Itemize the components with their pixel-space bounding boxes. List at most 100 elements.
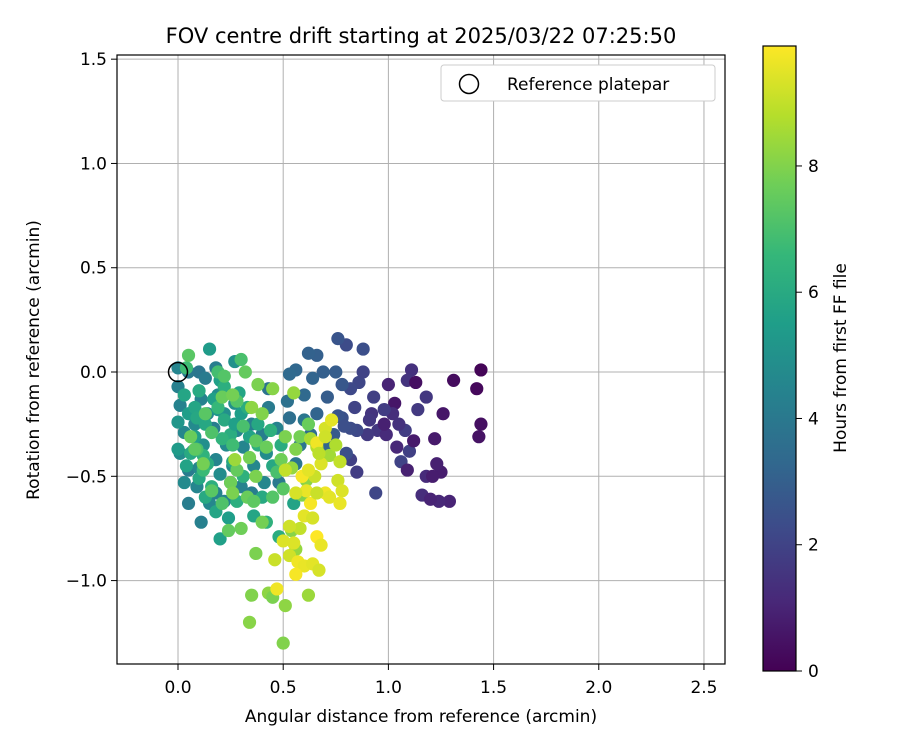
data-point [409, 375, 423, 390]
data-point [293, 430, 307, 444]
data-point [202, 342, 217, 356]
data-point [312, 563, 326, 577]
data-point [236, 419, 250, 433]
data-point [289, 567, 303, 581]
data-point [247, 494, 261, 508]
data-point [299, 484, 313, 498]
data-point [276, 482, 290, 496]
data-point [215, 496, 229, 511]
colorbar-gradient [763, 46, 796, 671]
data-point [213, 467, 227, 481]
data-point [329, 438, 343, 452]
data-point [442, 494, 457, 508]
data-point [360, 427, 374, 442]
y-tick-label: 0.0 [80, 363, 107, 383]
data-point [381, 377, 395, 392]
data-point [177, 388, 191, 402]
data-point [337, 419, 351, 433]
data-point [270, 582, 284, 596]
data-point [318, 430, 332, 444]
data-point [259, 440, 273, 454]
data-point [320, 390, 334, 404]
data-point [306, 371, 320, 385]
colorbar-label: Hours from first FF file [831, 263, 851, 453]
data-point [335, 377, 349, 392]
reference-marker [167, 361, 189, 383]
data-point [194, 515, 208, 529]
data-point [181, 348, 196, 362]
data-point [198, 371, 212, 385]
data-point [205, 484, 219, 498]
colorbar-tick-label: 6 [808, 283, 819, 303]
data-point [348, 400, 362, 415]
data-point [217, 380, 231, 394]
data-point [221, 511, 236, 525]
data-point [188, 400, 202, 415]
y-axis-ticks: −1.0 −0.5 0.0 0.5 1.0 1.5 [66, 50, 117, 592]
data-point [263, 423, 278, 438]
data-point [390, 440, 404, 454]
data-point [251, 377, 265, 392]
legend-box [440, 64, 716, 102]
data-point [181, 496, 196, 511]
data-point [356, 342, 370, 356]
x-tick-label: 2.0 [585, 678, 612, 698]
data-point [402, 444, 417, 458]
data-point [278, 463, 292, 477]
data-point [234, 521, 248, 536]
colorbar: 0 2 4 6 8 Hours from first FF file [762, 45, 851, 682]
data-point [184, 430, 198, 444]
data-point [289, 486, 303, 500]
data-point [411, 402, 425, 417]
data-point [301, 463, 316, 477]
data-point [333, 496, 347, 511]
data-point [404, 363, 419, 377]
data-point [472, 430, 486, 444]
data-point [278, 599, 292, 613]
colorbar-tick-label: 4 [808, 409, 819, 429]
data-point [331, 473, 345, 488]
data-point [423, 492, 438, 506]
data-point [289, 442, 303, 456]
data-point [333, 455, 347, 469]
legend-reference-icon [458, 73, 480, 95]
data-point [306, 511, 320, 525]
data-point [407, 434, 421, 448]
data-point [251, 417, 265, 431]
data-point [278, 430, 292, 444]
data-point [205, 425, 219, 440]
data-point [447, 373, 461, 387]
data-point [282, 519, 297, 533]
data-point [430, 457, 444, 471]
data-point [226, 388, 240, 402]
data-point [470, 382, 484, 396]
data-point [238, 365, 252, 379]
data-point [242, 615, 257, 629]
data-point [293, 521, 307, 536]
data-point [388, 396, 402, 410]
data-point [301, 346, 316, 360]
data-point [198, 407, 212, 421]
data-point [287, 386, 301, 400]
data-point [215, 432, 229, 446]
data-point [310, 407, 324, 421]
data-point [234, 352, 248, 367]
colorbar-ticks: 0 2 4 6 8 [796, 157, 819, 682]
data-point [329, 365, 343, 379]
data-point [274, 453, 288, 467]
data-point [211, 400, 225, 415]
data-point [245, 400, 259, 415]
data-point [242, 450, 257, 465]
data-point [362, 413, 377, 427]
data-point [322, 490, 337, 504]
plot-area [117, 55, 725, 664]
data-point [425, 469, 440, 483]
data-point [276, 534, 290, 548]
data-point [350, 465, 364, 479]
data-point [369, 486, 383, 500]
data-point [303, 496, 318, 511]
data-point [213, 532, 227, 546]
data-point [249, 434, 263, 448]
x-tick-label: 0.0 [164, 678, 191, 698]
